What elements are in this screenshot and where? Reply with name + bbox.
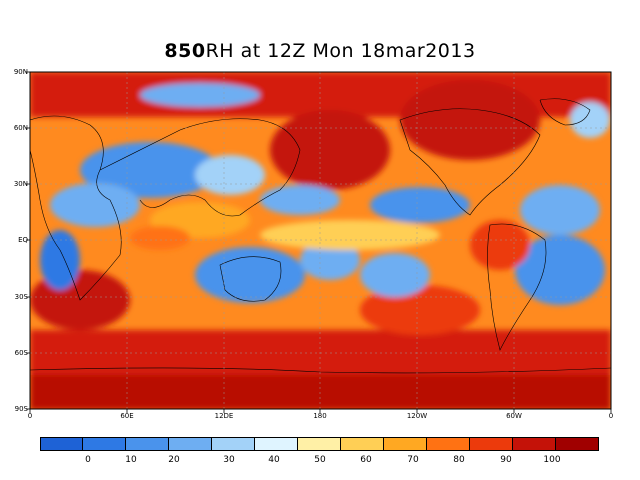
lat-label: 60S: [14, 349, 28, 357]
colorbar-swatch: [83, 437, 126, 451]
colorbar-swatch: [255, 437, 298, 451]
lat-label: 90N: [13, 68, 28, 76]
colorbar-swatch: [341, 437, 384, 451]
colorbar-label: 80: [453, 455, 465, 465]
lon-label: 120W: [406, 412, 428, 420]
colorbar-swatch: [384, 437, 427, 451]
lon-label: 60E: [120, 412, 134, 420]
colorbar-swatch: [298, 437, 341, 451]
colorbar-label: 10: [125, 455, 137, 465]
colorbar-swatch: [40, 437, 83, 451]
lon-label: 0: [27, 412, 33, 420]
rh-field: [30, 72, 611, 409]
colorbar-label: 70: [407, 455, 419, 465]
colorbar-label: 30: [223, 455, 235, 465]
map-title: 850RH at 12Z Mon 18mar2013: [0, 40, 640, 62]
map-frame: [29, 71, 612, 410]
coastlines: [30, 98, 611, 374]
colorbar-label: 90: [500, 455, 512, 465]
lat-label: 60N: [13, 124, 28, 132]
colorbar-label: 20: [168, 455, 180, 465]
colorbar-label: 0: [85, 455, 91, 465]
axis-ticks: [26, 71, 612, 413]
lat-label: 30S: [14, 293, 28, 301]
colorbar-swatch: [169, 437, 212, 451]
rh-map: [26, 71, 612, 413]
colorbar-swatch: [513, 437, 556, 451]
colorbar: [40, 437, 599, 451]
title-text: RH at 12Z Mon 18mar2013: [205, 40, 476, 62]
colorbar-label: 50: [314, 455, 326, 465]
lat-label: 90S: [14, 405, 28, 413]
colorbar-label: 60: [360, 455, 372, 465]
lat-label: EQ: [18, 236, 28, 244]
colorbar-swatch: [427, 437, 470, 451]
lon-label: 0: [608, 412, 614, 420]
colorbar-label: 40: [268, 455, 280, 465]
colorbar-swatch: [212, 437, 255, 451]
lon-label: 180: [313, 412, 327, 420]
colorbar-swatch: [126, 437, 169, 451]
colorbar-label: 100: [543, 455, 561, 465]
lat-label: 30N: [13, 180, 28, 188]
lon-label: 12DE: [214, 412, 234, 420]
lon-label: 60W: [506, 412, 522, 420]
colorbar-swatch: [470, 437, 513, 451]
title-level: 850: [164, 40, 206, 62]
grid: [30, 72, 611, 409]
colorbar-swatch: [556, 437, 599, 451]
